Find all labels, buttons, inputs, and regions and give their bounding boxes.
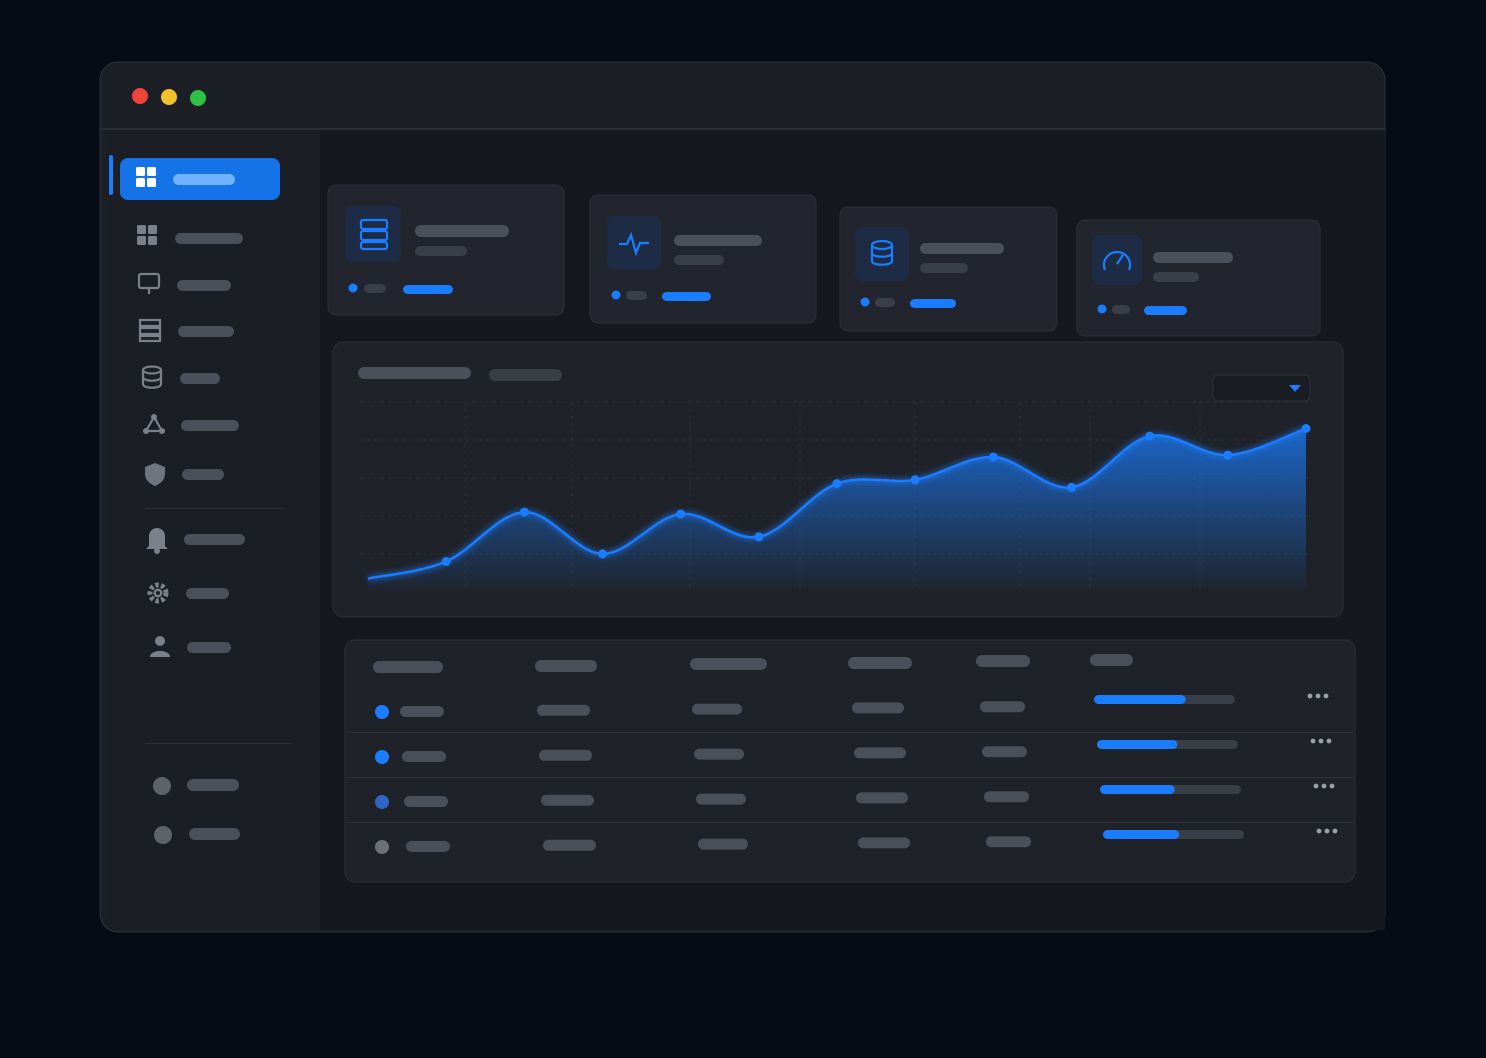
cell-placeholder bbox=[404, 796, 448, 807]
minimize-button[interactable] bbox=[161, 89, 177, 105]
cell-placeholder bbox=[986, 836, 1031, 848]
cell-placeholder bbox=[543, 839, 596, 851]
data-point bbox=[988, 452, 998, 462]
cell-placeholder bbox=[692, 703, 742, 715]
menu-dot bbox=[1307, 693, 1313, 699]
menu-dot bbox=[1315, 693, 1321, 699]
cell-placeholder bbox=[541, 794, 594, 806]
table-row[interactable] bbox=[347, 732, 1353, 764]
nav-item[interactable] bbox=[138, 318, 234, 343]
data-point bbox=[1067, 482, 1076, 492]
table-header bbox=[373, 654, 1133, 673]
menu-dot bbox=[1329, 783, 1335, 789]
nav-item[interactable] bbox=[145, 463, 224, 486]
table-row[interactable] bbox=[375, 693, 1329, 719]
menu-dot bbox=[1332, 828, 1338, 834]
sidebar bbox=[110, 130, 320, 930]
cell-placeholder bbox=[698, 838, 748, 850]
menu-dot bbox=[1321, 783, 1327, 789]
nav-item[interactable] bbox=[137, 272, 231, 294]
status-dot bbox=[375, 750, 389, 764]
stat-card[interactable] bbox=[1076, 219, 1321, 337]
row-divider bbox=[347, 732, 1353, 733]
status-dot bbox=[375, 840, 389, 854]
data-point bbox=[910, 475, 920, 485]
cell-placeholder bbox=[402, 751, 446, 762]
progress-bar bbox=[1100, 785, 1175, 794]
nav-item[interactable] bbox=[146, 528, 245, 554]
area-fill bbox=[368, 428, 1306, 590]
data-point bbox=[676, 509, 686, 519]
row-menu[interactable] bbox=[1313, 783, 1335, 789]
cell-placeholder bbox=[982, 746, 1027, 758]
sidebar-divider bbox=[145, 508, 285, 509]
nav-item[interactable] bbox=[141, 365, 220, 389]
menu-dot bbox=[1326, 738, 1332, 744]
maximize-button[interactable] bbox=[190, 90, 206, 106]
nav-item[interactable] bbox=[150, 636, 231, 657]
row-divider bbox=[347, 822, 1353, 823]
cell-placeholder bbox=[854, 747, 906, 759]
row-menu[interactable] bbox=[1316, 828, 1338, 834]
data-point bbox=[1145, 431, 1155, 441]
titlebar-divider bbox=[100, 128, 1385, 130]
plot-area bbox=[360, 401, 1311, 592]
menu-dot bbox=[1316, 828, 1322, 834]
chart-subheading bbox=[489, 369, 562, 381]
status-dot bbox=[375, 705, 389, 719]
active-indicator bbox=[109, 155, 113, 195]
nav-item[interactable] bbox=[143, 414, 239, 434]
cell-placeholder bbox=[984, 791, 1029, 803]
menu-dot bbox=[1323, 693, 1329, 699]
sidebar-divider bbox=[145, 743, 292, 744]
range-dropdown[interactable] bbox=[1212, 374, 1311, 402]
menu-dot bbox=[1318, 738, 1324, 744]
cell-placeholder bbox=[852, 702, 904, 714]
cell-placeholder bbox=[539, 749, 592, 761]
progress-bar bbox=[1097, 740, 1178, 749]
table-panel bbox=[344, 639, 1356, 883]
data-point bbox=[519, 507, 529, 517]
cell-placeholder bbox=[694, 748, 744, 760]
data-point bbox=[754, 532, 764, 542]
cell-placeholder bbox=[696, 793, 746, 805]
stat-card[interactable] bbox=[327, 184, 565, 316]
close-button[interactable] bbox=[132, 88, 148, 104]
cell-placeholder bbox=[858, 837, 910, 849]
stat-card[interactable] bbox=[589, 194, 817, 324]
progress-bar bbox=[1103, 830, 1180, 839]
chart-heading bbox=[358, 367, 471, 379]
stat-card[interactable] bbox=[839, 206, 1058, 332]
row-divider bbox=[347, 777, 1353, 778]
cell-placeholder bbox=[980, 701, 1025, 713]
row-menu[interactable] bbox=[1307, 693, 1329, 699]
nav-item[interactable] bbox=[137, 225, 243, 245]
data-point bbox=[598, 549, 607, 559]
data-point bbox=[1301, 424, 1311, 433]
data-point bbox=[832, 479, 842, 489]
dashboard-icon bbox=[136, 167, 156, 187]
nav-label bbox=[173, 174, 235, 185]
cell-placeholder bbox=[406, 841, 450, 852]
table-row[interactable] bbox=[347, 822, 1353, 854]
table-row[interactable] bbox=[347, 777, 1353, 809]
cell-placeholder bbox=[537, 704, 590, 716]
menu-dot bbox=[1313, 783, 1319, 789]
status-dot bbox=[375, 795, 389, 809]
menu-dot bbox=[1324, 828, 1330, 834]
cell-placeholder bbox=[856, 792, 908, 804]
progress-bar bbox=[1094, 695, 1186, 704]
data-point bbox=[441, 557, 451, 566]
cell-placeholder bbox=[400, 706, 444, 717]
data-point bbox=[1223, 450, 1233, 460]
sidebar-footer-item[interactable] bbox=[154, 826, 240, 844]
menu-dot bbox=[1310, 738, 1316, 744]
sidebar-footer-item[interactable] bbox=[153, 777, 239, 795]
nav-item[interactable] bbox=[147, 582, 229, 604]
row-menu[interactable] bbox=[1310, 738, 1332, 744]
